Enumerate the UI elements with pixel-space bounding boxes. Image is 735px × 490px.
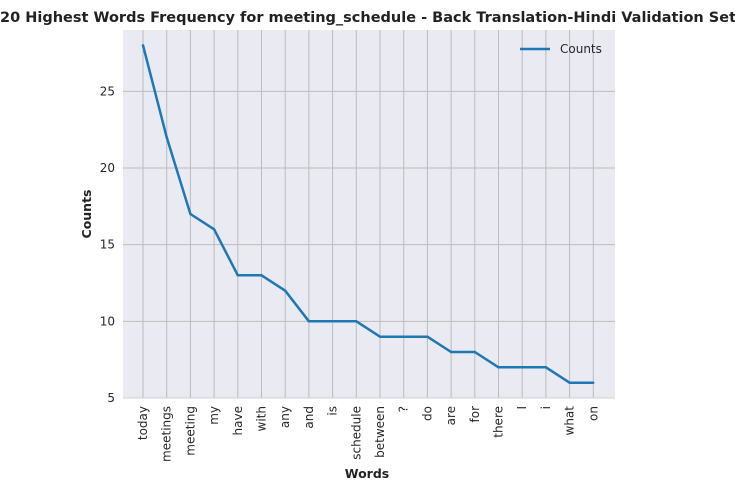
x-tick-label: ?: [397, 406, 411, 412]
x-tick-label: my: [207, 406, 221, 425]
data-point: [331, 320, 334, 323]
data-point: [449, 350, 453, 354]
x-tick-label: on: [586, 406, 600, 421]
x-tick-label: what: [563, 406, 577, 436]
grid: [123, 30, 615, 399]
data-point: [497, 366, 500, 369]
x-axis-ticks: today meetings meeting my have with any and is sc…: [136, 406, 600, 462]
y-tick-label: 15: [100, 238, 115, 252]
x-tick-label: and: [302, 406, 316, 429]
data-point: [355, 320, 358, 323]
data-point: [521, 366, 524, 369]
data-point: [473, 350, 476, 354]
legend-label: Counts: [560, 42, 602, 56]
data-point: [284, 289, 287, 292]
data-point: [236, 274, 239, 277]
data-point: [141, 44, 145, 47]
x-tick-label: have: [231, 406, 245, 435]
data-point: [165, 136, 168, 139]
x-tick-label: between: [373, 406, 387, 458]
series-layer: [141, 44, 595, 384]
x-tick-label: do: [420, 406, 434, 421]
x-tick-label: meeting: [183, 406, 197, 456]
x-tick-label: there: [492, 406, 506, 438]
data-point: [189, 212, 192, 216]
plot-area: [123, 30, 615, 398]
x-tick-label: schedule: [349, 406, 363, 460]
x-tick-label: are: [444, 406, 458, 425]
data-point: [544, 366, 548, 369]
data-point: [260, 274, 263, 277]
x-tick-label: any: [278, 406, 292, 428]
legend: Counts: [520, 42, 602, 56]
x-tick-label: is: [326, 406, 340, 416]
data-point: [568, 381, 571, 384]
data-point: [402, 335, 405, 338]
x-tick-label: i: [539, 406, 553, 409]
y-axis-label: Counts: [79, 190, 94, 239]
x-axis-label: Words: [345, 466, 389, 481]
x-tick-label: for: [468, 406, 482, 423]
data-point: [592, 381, 595, 384]
y-tick-label: 5: [107, 391, 115, 405]
y-axis-ticks: 5 10 15 20 25: [100, 84, 115, 405]
series-line: [141, 44, 594, 384]
data-point: [378, 335, 382, 338]
x-tick-label: meetings: [160, 406, 174, 462]
y-tick-label: 10: [100, 314, 115, 328]
data-point: [307, 320, 311, 323]
x-tick-label: today: [136, 406, 150, 440]
x-tick-label: I: [515, 406, 529, 410]
data-point: [426, 335, 429, 338]
y-tick-label: 25: [100, 84, 115, 98]
chart-title: 20 Highest Words Frequency for meeting_s…: [0, 10, 735, 26]
x-tick-label: with: [255, 406, 269, 431]
y-tick-label: 20: [100, 161, 115, 175]
data-point: [212, 228, 216, 231]
